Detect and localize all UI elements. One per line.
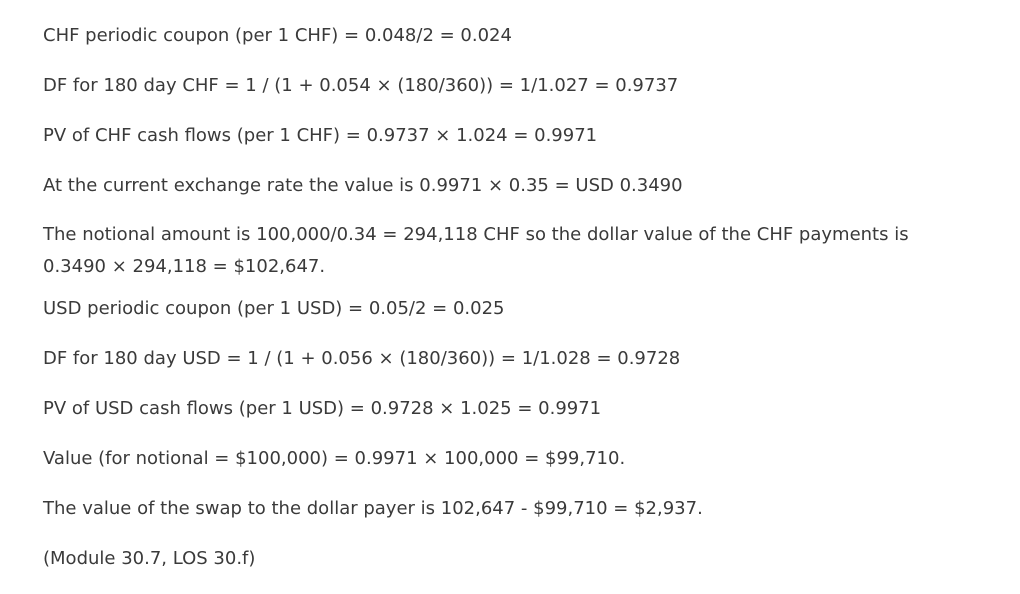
notional-amount-paragraph: The notional amount is 100,000/0.34 = 29…	[43, 224, 909, 277]
exchange-rate-value-line: At the current exchange rate the value i…	[43, 175, 683, 196]
chf-coupon-line: CHF periodic coupon (per 1 CHF) = 0.048/…	[43, 25, 512, 46]
module-reference: (Module 30.7, LOS 30.f)	[43, 548, 256, 569]
usd-value-line: Value (for notional = $100,000) = 0.9971…	[43, 448, 626, 469]
swap-value-line: The value of the swap to the dollar paye…	[43, 498, 703, 519]
chf-discount-factor-line: DF for 180 day CHF = 1 / (1 + 0.054 × (1…	[43, 75, 679, 96]
usd-discount-factor-line: DF for 180 day USD = 1 / (1 + 0.056 × (1…	[43, 348, 681, 369]
solution-text: CHF periodic coupon (per 1 CHF) = 0.048/…	[43, 21, 973, 594]
usd-coupon-line: USD periodic coupon (per 1 USD) = 0.05/2…	[43, 298, 505, 319]
usd-pv-line: PV of USD cash flows (per 1 USD) = 0.972…	[43, 398, 602, 419]
chf-pv-line: PV of CHF cash flows (per 1 CHF) = 0.973…	[43, 125, 598, 146]
